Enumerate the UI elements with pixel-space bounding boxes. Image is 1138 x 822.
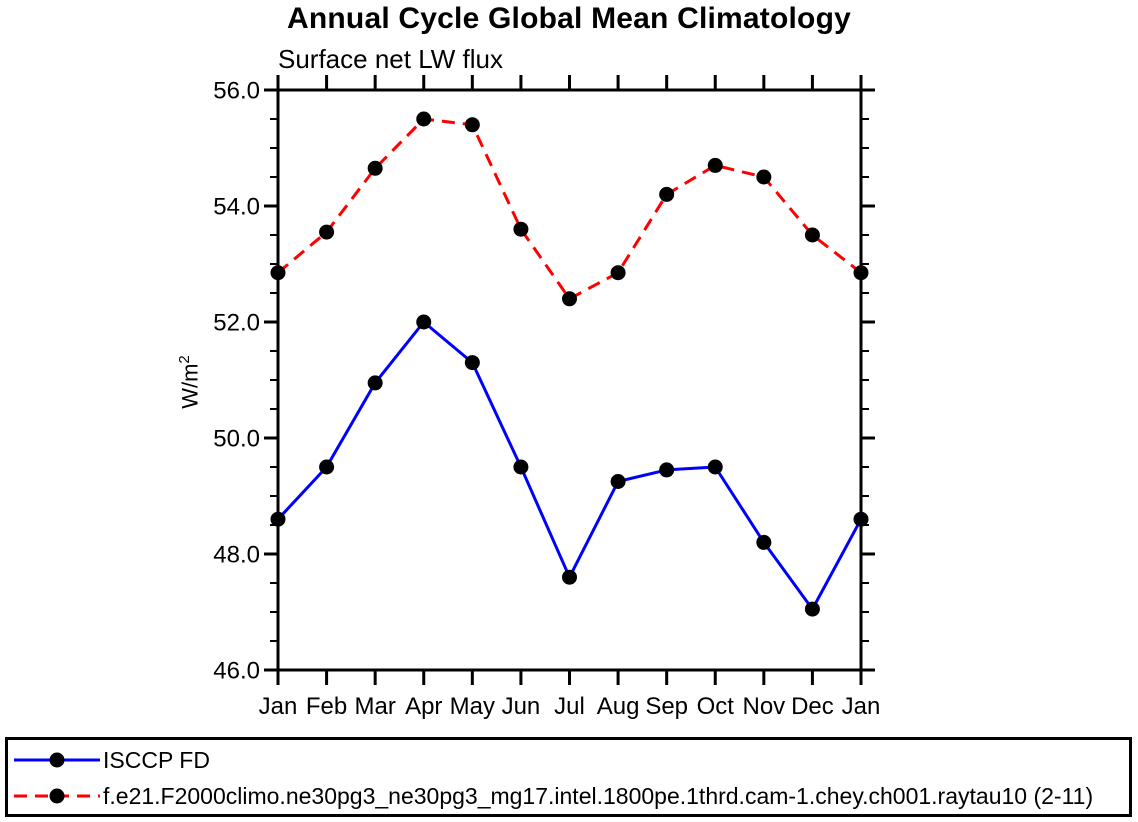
y-tick-label: 50.0	[213, 426, 260, 453]
x-tick-label: Oct	[697, 693, 735, 720]
x-tick-label: Jun	[502, 693, 541, 720]
data-point-marker-1	[367, 160, 383, 176]
data-point-marker-0	[416, 314, 432, 330]
x-tick-label: Jan	[842, 693, 881, 720]
data-point-marker-1	[756, 169, 772, 185]
y-tick-label: 54.0	[213, 194, 260, 221]
data-point-marker-1	[513, 221, 529, 237]
data-point-marker-1	[610, 265, 626, 281]
data-point-marker-1	[416, 111, 432, 127]
data-point-marker-1	[270, 265, 286, 281]
data-point-marker-1	[562, 291, 577, 307]
x-tick-label: Feb	[306, 693, 347, 720]
data-point-marker-0	[319, 459, 335, 475]
y-tick-label: 48.0	[213, 542, 260, 569]
y-tick-label: 52.0	[213, 310, 260, 337]
x-tick-label: Mar	[354, 693, 395, 720]
x-tick-label: Jan	[259, 693, 298, 720]
legend-label-isccp: ISCCP FD	[103, 746, 210, 773]
x-tick-label: Sep	[645, 693, 688, 720]
data-point-marker-0	[804, 601, 820, 617]
legend-label-model: f.e21.F2000climo.ne30pg3_ne30pg3_mg17.in…	[103, 782, 1094, 809]
series-line-1	[277, 117, 862, 301]
x-tick-label: Dec	[791, 693, 834, 720]
data-point-marker-0	[562, 569, 577, 585]
legend-entry-model: f.e21.F2000climo.ne30pg3_ne30pg3_mg17.in…	[13, 778, 1129, 814]
data-point-marker-0	[853, 511, 869, 527]
legend-line-sample-model	[13, 786, 101, 806]
legend-box: ISCCP FD f.e21.F2000climo.ne30pg3_ne30pg…	[5, 737, 1132, 817]
series-line-0	[276, 320, 863, 611]
x-tick-label: Apr	[405, 693, 442, 720]
legend-line-sample-isccp	[13, 750, 101, 770]
data-point-marker-1	[464, 117, 480, 133]
data-point-marker-0	[464, 355, 480, 371]
x-tick-label: Aug	[597, 693, 640, 720]
y-tick-label: 46.0	[213, 658, 260, 685]
data-point-marker-1	[319, 224, 335, 240]
data-point-marker-0	[756, 534, 772, 550]
legend-sample-marker	[49, 752, 65, 768]
data-point-marker-1	[853, 265, 869, 281]
data-point-marker-1	[659, 186, 675, 202]
legend-sample-marker	[49, 788, 65, 804]
data-point-marker-0	[610, 474, 626, 489]
x-tick-label: Nov	[742, 693, 785, 720]
chart-subtitle: Surface net LW flux	[278, 44, 503, 74]
data-point-marker-0	[367, 375, 383, 391]
data-point-marker-0	[513, 459, 529, 475]
plot-area: Jan Feb Mar Apr May Jun Jul Aug Sep Oct Nov Dec Jan 4…	[213, 75, 881, 720]
data-point-marker-0	[659, 462, 675, 478]
data-point-marker-1	[804, 227, 820, 243]
data-point-marker-0	[707, 459, 723, 475]
x-tick-label: Jul	[554, 693, 585, 720]
data-point-marker-0	[270, 511, 286, 527]
x-tick-label: May	[450, 693, 495, 720]
data-point-marker-1	[707, 157, 723, 173]
legend-entry-isccp: ISCCP FD	[13, 742, 1129, 778]
y-tick-label: 56.0	[213, 78, 260, 105]
chart-title: Annual Cycle Global Mean Climatology	[287, 2, 851, 35]
